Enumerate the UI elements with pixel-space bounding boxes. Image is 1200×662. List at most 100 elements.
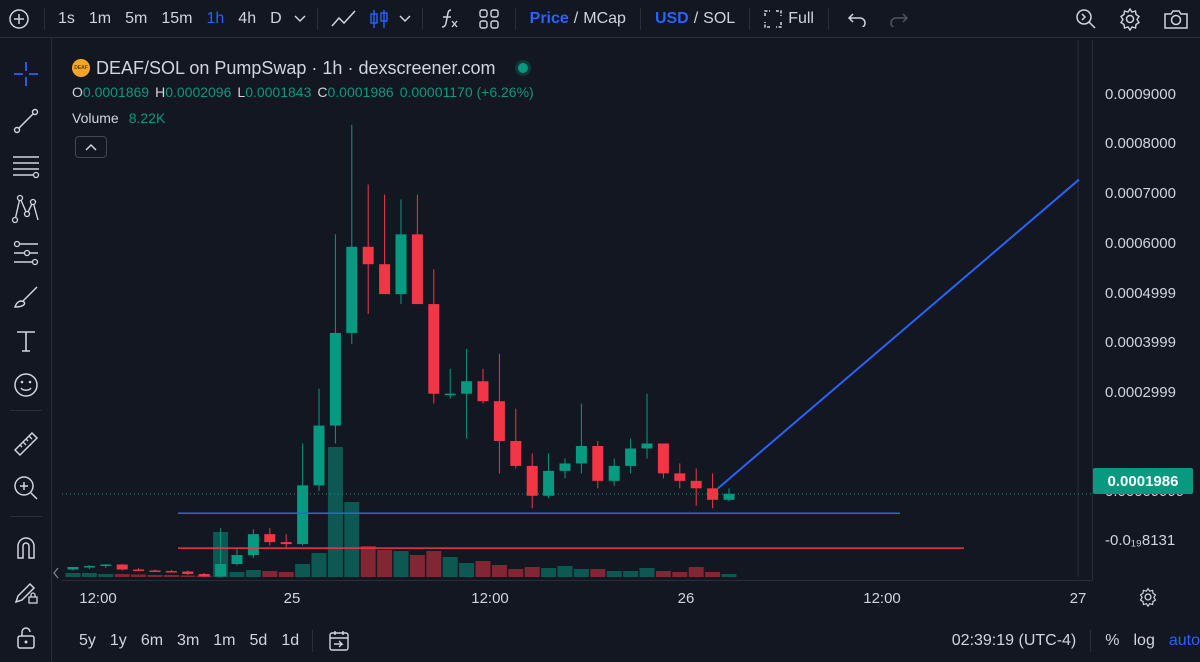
candle-body[interactable] bbox=[625, 448, 637, 466]
candle-body[interactable] bbox=[116, 564, 128, 570]
redo-button[interactable] bbox=[879, 0, 919, 38]
lock-all-tool[interactable] bbox=[10, 622, 42, 654]
candle-body[interactable] bbox=[231, 555, 243, 565]
candle-body[interactable] bbox=[182, 571, 194, 574]
volume-label[interactable]: Volume bbox=[72, 110, 119, 126]
crosshair-tool[interactable] bbox=[10, 58, 42, 90]
range-5y[interactable]: 5y bbox=[79, 632, 96, 649]
mcap-option[interactable]: MCap bbox=[583, 9, 626, 27]
candle-body[interactable] bbox=[575, 445, 587, 464]
candle-body[interactable] bbox=[592, 445, 604, 481]
range-1m[interactable]: 1m bbox=[213, 632, 236, 649]
candle-body[interactable] bbox=[543, 470, 555, 496]
toolbar-collapse-handle[interactable] bbox=[52, 566, 62, 588]
range-5d[interactable]: 5d bbox=[249, 632, 268, 649]
magnet-tool[interactable] bbox=[10, 532, 42, 564]
candle-body[interactable] bbox=[608, 465, 620, 481]
timeframe-15m[interactable]: 15m bbox=[161, 9, 193, 27]
time-axis[interactable]: 12:00 25 12:00 26 12:00 27 bbox=[62, 580, 1157, 616]
fullscreen-button[interactable]: Full bbox=[756, 0, 822, 38]
candle-body[interactable] bbox=[461, 381, 473, 394]
log-toggle[interactable]: log bbox=[1133, 632, 1155, 649]
undo-button[interactable] bbox=[835, 0, 879, 38]
time-axis-settings-button[interactable] bbox=[1138, 587, 1162, 611]
legend-collapse-button[interactable] bbox=[75, 136, 107, 158]
candle-body[interactable] bbox=[165, 570, 177, 573]
emoji-tool[interactable] bbox=[10, 369, 42, 401]
candle-body[interactable] bbox=[723, 493, 735, 500]
trend-line-drawing[interactable] bbox=[717, 178, 1080, 490]
lock-drawing-tool[interactable] bbox=[10, 576, 42, 608]
timeframe-5m[interactable]: 5m bbox=[125, 9, 148, 27]
candle-body[interactable] bbox=[264, 534, 276, 543]
candle-body[interactable] bbox=[428, 304, 440, 394]
goto-date-button[interactable] bbox=[319, 626, 359, 656]
candle-body[interactable] bbox=[707, 488, 719, 500]
candle-body[interactable] bbox=[674, 473, 686, 481]
candle-body[interactable] bbox=[641, 443, 653, 449]
layouts-button[interactable] bbox=[469, 0, 509, 38]
candle-body[interactable] bbox=[444, 393, 456, 396]
price-mcap-toggle[interactable]: Price / MCap bbox=[522, 0, 634, 38]
range-3m[interactable]: 3m bbox=[177, 632, 200, 649]
candle-body[interactable] bbox=[477, 381, 489, 402]
auto-toggle[interactable]: auto bbox=[1168, 632, 1200, 649]
candle-body[interactable] bbox=[198, 573, 210, 577]
candle-body[interactable] bbox=[67, 567, 79, 570]
clock[interactable]: 02:39:19 (UTC-4) bbox=[951, 632, 1077, 649]
screenshot-button[interactable] bbox=[1152, 0, 1200, 38]
candle-body[interactable] bbox=[510, 441, 522, 466]
candle-body[interactable] bbox=[690, 480, 702, 489]
pattern-tool[interactable] bbox=[10, 193, 42, 225]
symbol-title[interactable]: DEAF/SOL on PumpSwap · 1h · dexscreener.… bbox=[96, 57, 496, 78]
measure-tool[interactable] bbox=[10, 428, 42, 460]
line-chart-type-button[interactable] bbox=[324, 0, 364, 38]
candle-body[interactable] bbox=[411, 234, 423, 305]
candle-body[interactable] bbox=[329, 332, 341, 426]
candle-body[interactable] bbox=[657, 443, 669, 474]
candle-body[interactable] bbox=[297, 485, 309, 545]
range-6m[interactable]: 6m bbox=[140, 632, 164, 649]
price-option[interactable]: Price bbox=[529, 9, 569, 27]
timeframe-1m[interactable]: 1m bbox=[88, 9, 112, 27]
candle-body[interactable] bbox=[133, 569, 145, 571]
candles-chart-type-button[interactable] bbox=[364, 0, 394, 38]
candle-body[interactable] bbox=[100, 564, 112, 567]
price-axis[interactable]: -0.0₁₉81310.000099990.00029990.00039990.… bbox=[1092, 40, 1200, 580]
candle-body[interactable] bbox=[526, 465, 538, 496]
indicators-button[interactable] bbox=[429, 0, 469, 38]
timeframe-4h[interactable]: 4h bbox=[238, 9, 257, 27]
currency-toggle[interactable]: USD / SOL bbox=[647, 0, 743, 38]
candle-body[interactable] bbox=[362, 246, 374, 265]
candle-body[interactable] bbox=[83, 566, 95, 568]
candle-body[interactable] bbox=[395, 234, 407, 295]
candle-body[interactable] bbox=[559, 463, 571, 471]
timeframe-1s[interactable]: 1s bbox=[58, 9, 75, 27]
fib-tool[interactable] bbox=[10, 149, 42, 181]
price-chart[interactable] bbox=[62, 40, 1092, 577]
brush-tool[interactable] bbox=[10, 281, 42, 313]
candle-body[interactable] bbox=[346, 246, 358, 333]
settings-button[interactable] bbox=[1108, 0, 1152, 38]
candle-body[interactable] bbox=[313, 425, 325, 486]
range-1d[interactable]: 1d bbox=[281, 632, 300, 649]
add-symbol-button[interactable] bbox=[0, 0, 38, 38]
timeframe-D[interactable]: D bbox=[270, 9, 282, 27]
forecast-tool[interactable] bbox=[10, 237, 42, 269]
quick-search-button[interactable] bbox=[1064, 0, 1108, 38]
text-tool[interactable] bbox=[10, 325, 42, 357]
range-1y[interactable]: 1y bbox=[109, 632, 127, 649]
timeframe-dropdown[interactable] bbox=[289, 0, 311, 38]
candle-body[interactable] bbox=[247, 534, 259, 556]
chart-type-dropdown[interactable] bbox=[394, 0, 416, 38]
usd-option[interactable]: USD bbox=[654, 9, 689, 27]
candle-body[interactable] bbox=[493, 401, 505, 442]
candle-body[interactable] bbox=[149, 570, 161, 572]
candle-body[interactable] bbox=[215, 564, 227, 577]
timeframe-1h[interactable]: 1h bbox=[206, 9, 225, 27]
candle-body[interactable] bbox=[280, 542, 292, 545]
sol-option[interactable]: SOL bbox=[703, 9, 736, 27]
trend-line-tool[interactable] bbox=[10, 105, 42, 137]
zoom-tool[interactable] bbox=[10, 472, 42, 504]
percent-toggle[interactable]: % bbox=[1105, 632, 1120, 649]
